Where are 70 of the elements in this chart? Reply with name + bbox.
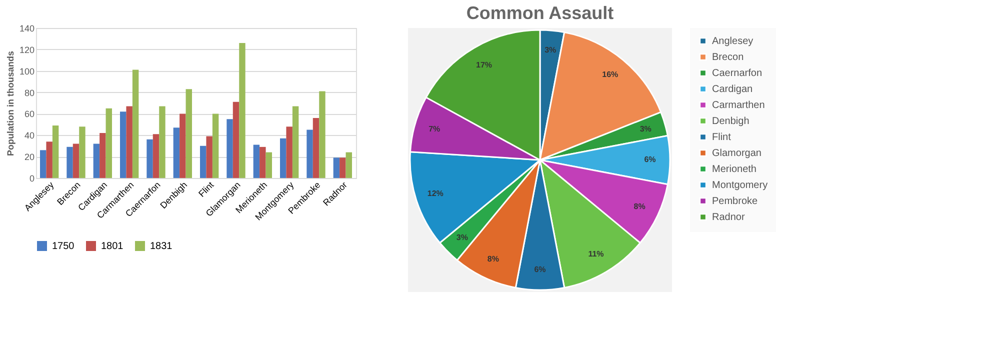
bar bbox=[159, 106, 166, 178]
legend-label: Flint bbox=[712, 132, 732, 143]
legend-label: Merioneth bbox=[712, 164, 756, 175]
legend-label: 1801 bbox=[101, 241, 124, 252]
data-label: 8% bbox=[487, 254, 499, 264]
bar bbox=[292, 106, 299, 178]
legend-label: 1831 bbox=[150, 241, 173, 252]
bar bbox=[100, 133, 106, 178]
bar bbox=[93, 144, 100, 178]
bar bbox=[152, 134, 160, 178]
bar bbox=[333, 158, 340, 178]
data-label: 3% bbox=[640, 124, 652, 134]
data-label: 11% bbox=[588, 250, 604, 259]
bar bbox=[226, 119, 233, 178]
legend-label: Carmarthen bbox=[712, 100, 765, 111]
bar bbox=[186, 89, 192, 178]
bar bbox=[46, 142, 52, 178]
data-label: 3% bbox=[544, 45, 556, 54]
data-label: 8% bbox=[634, 202, 646, 211]
bar bbox=[132, 70, 139, 178]
chart-title: Common Assault bbox=[466, 3, 614, 23]
y-tick-label: 80 bbox=[24, 88, 34, 98]
data-label: 7% bbox=[428, 124, 440, 134]
bar bbox=[146, 139, 153, 178]
bar bbox=[280, 138, 286, 178]
legend-label: 1750 bbox=[52, 241, 75, 252]
data-label: 6% bbox=[644, 155, 656, 164]
legend-label: Brecon bbox=[712, 52, 744, 63]
y-tick-label: 120 bbox=[19, 44, 34, 55]
y-tick-label: 100 bbox=[19, 66, 34, 76]
bar bbox=[319, 91, 326, 178]
bar bbox=[239, 43, 246, 178]
y-tick-label: 40 bbox=[24, 130, 34, 141]
data-label: 3% bbox=[456, 232, 468, 242]
legend-label: Cardigan bbox=[712, 84, 753, 95]
bar bbox=[253, 144, 260, 178]
legend-label: Glamorgan bbox=[712, 148, 762, 159]
bar bbox=[72, 144, 80, 178]
bar bbox=[312, 118, 320, 178]
data-label: 16% bbox=[602, 70, 618, 80]
bar bbox=[206, 136, 212, 178]
bar bbox=[66, 146, 73, 178]
bar bbox=[52, 126, 59, 178]
data-label: 6% bbox=[534, 265, 546, 274]
y-tick-label: 60 bbox=[24, 109, 34, 120]
y-tick-label: 140 bbox=[19, 24, 34, 34]
y-axis-title: Population in thousands bbox=[5, 51, 16, 156]
bar bbox=[286, 126, 292, 178]
bar bbox=[180, 114, 186, 178]
y-tick-label: 0 bbox=[29, 174, 34, 184]
legend-label: Denbigh bbox=[712, 116, 750, 127]
bar bbox=[266, 152, 272, 178]
legend-label: Caernarfon bbox=[712, 68, 762, 79]
bar bbox=[126, 106, 132, 178]
data-label: 17% bbox=[476, 60, 492, 70]
bar bbox=[212, 114, 219, 178]
bar bbox=[346, 152, 352, 178]
bar bbox=[340, 158, 346, 178]
bar bbox=[260, 146, 266, 178]
bar bbox=[200, 146, 206, 178]
bar bbox=[120, 112, 126, 178]
bar bbox=[79, 126, 86, 178]
legend-label: Anglesey bbox=[712, 36, 754, 47]
bar bbox=[106, 108, 112, 178]
bar bbox=[40, 150, 46, 178]
bar bbox=[232, 102, 240, 178]
data-label: 12% bbox=[427, 188, 444, 198]
bar bbox=[306, 130, 313, 178]
bar bbox=[173, 128, 180, 178]
y-tick-label: 20 bbox=[24, 152, 34, 162]
